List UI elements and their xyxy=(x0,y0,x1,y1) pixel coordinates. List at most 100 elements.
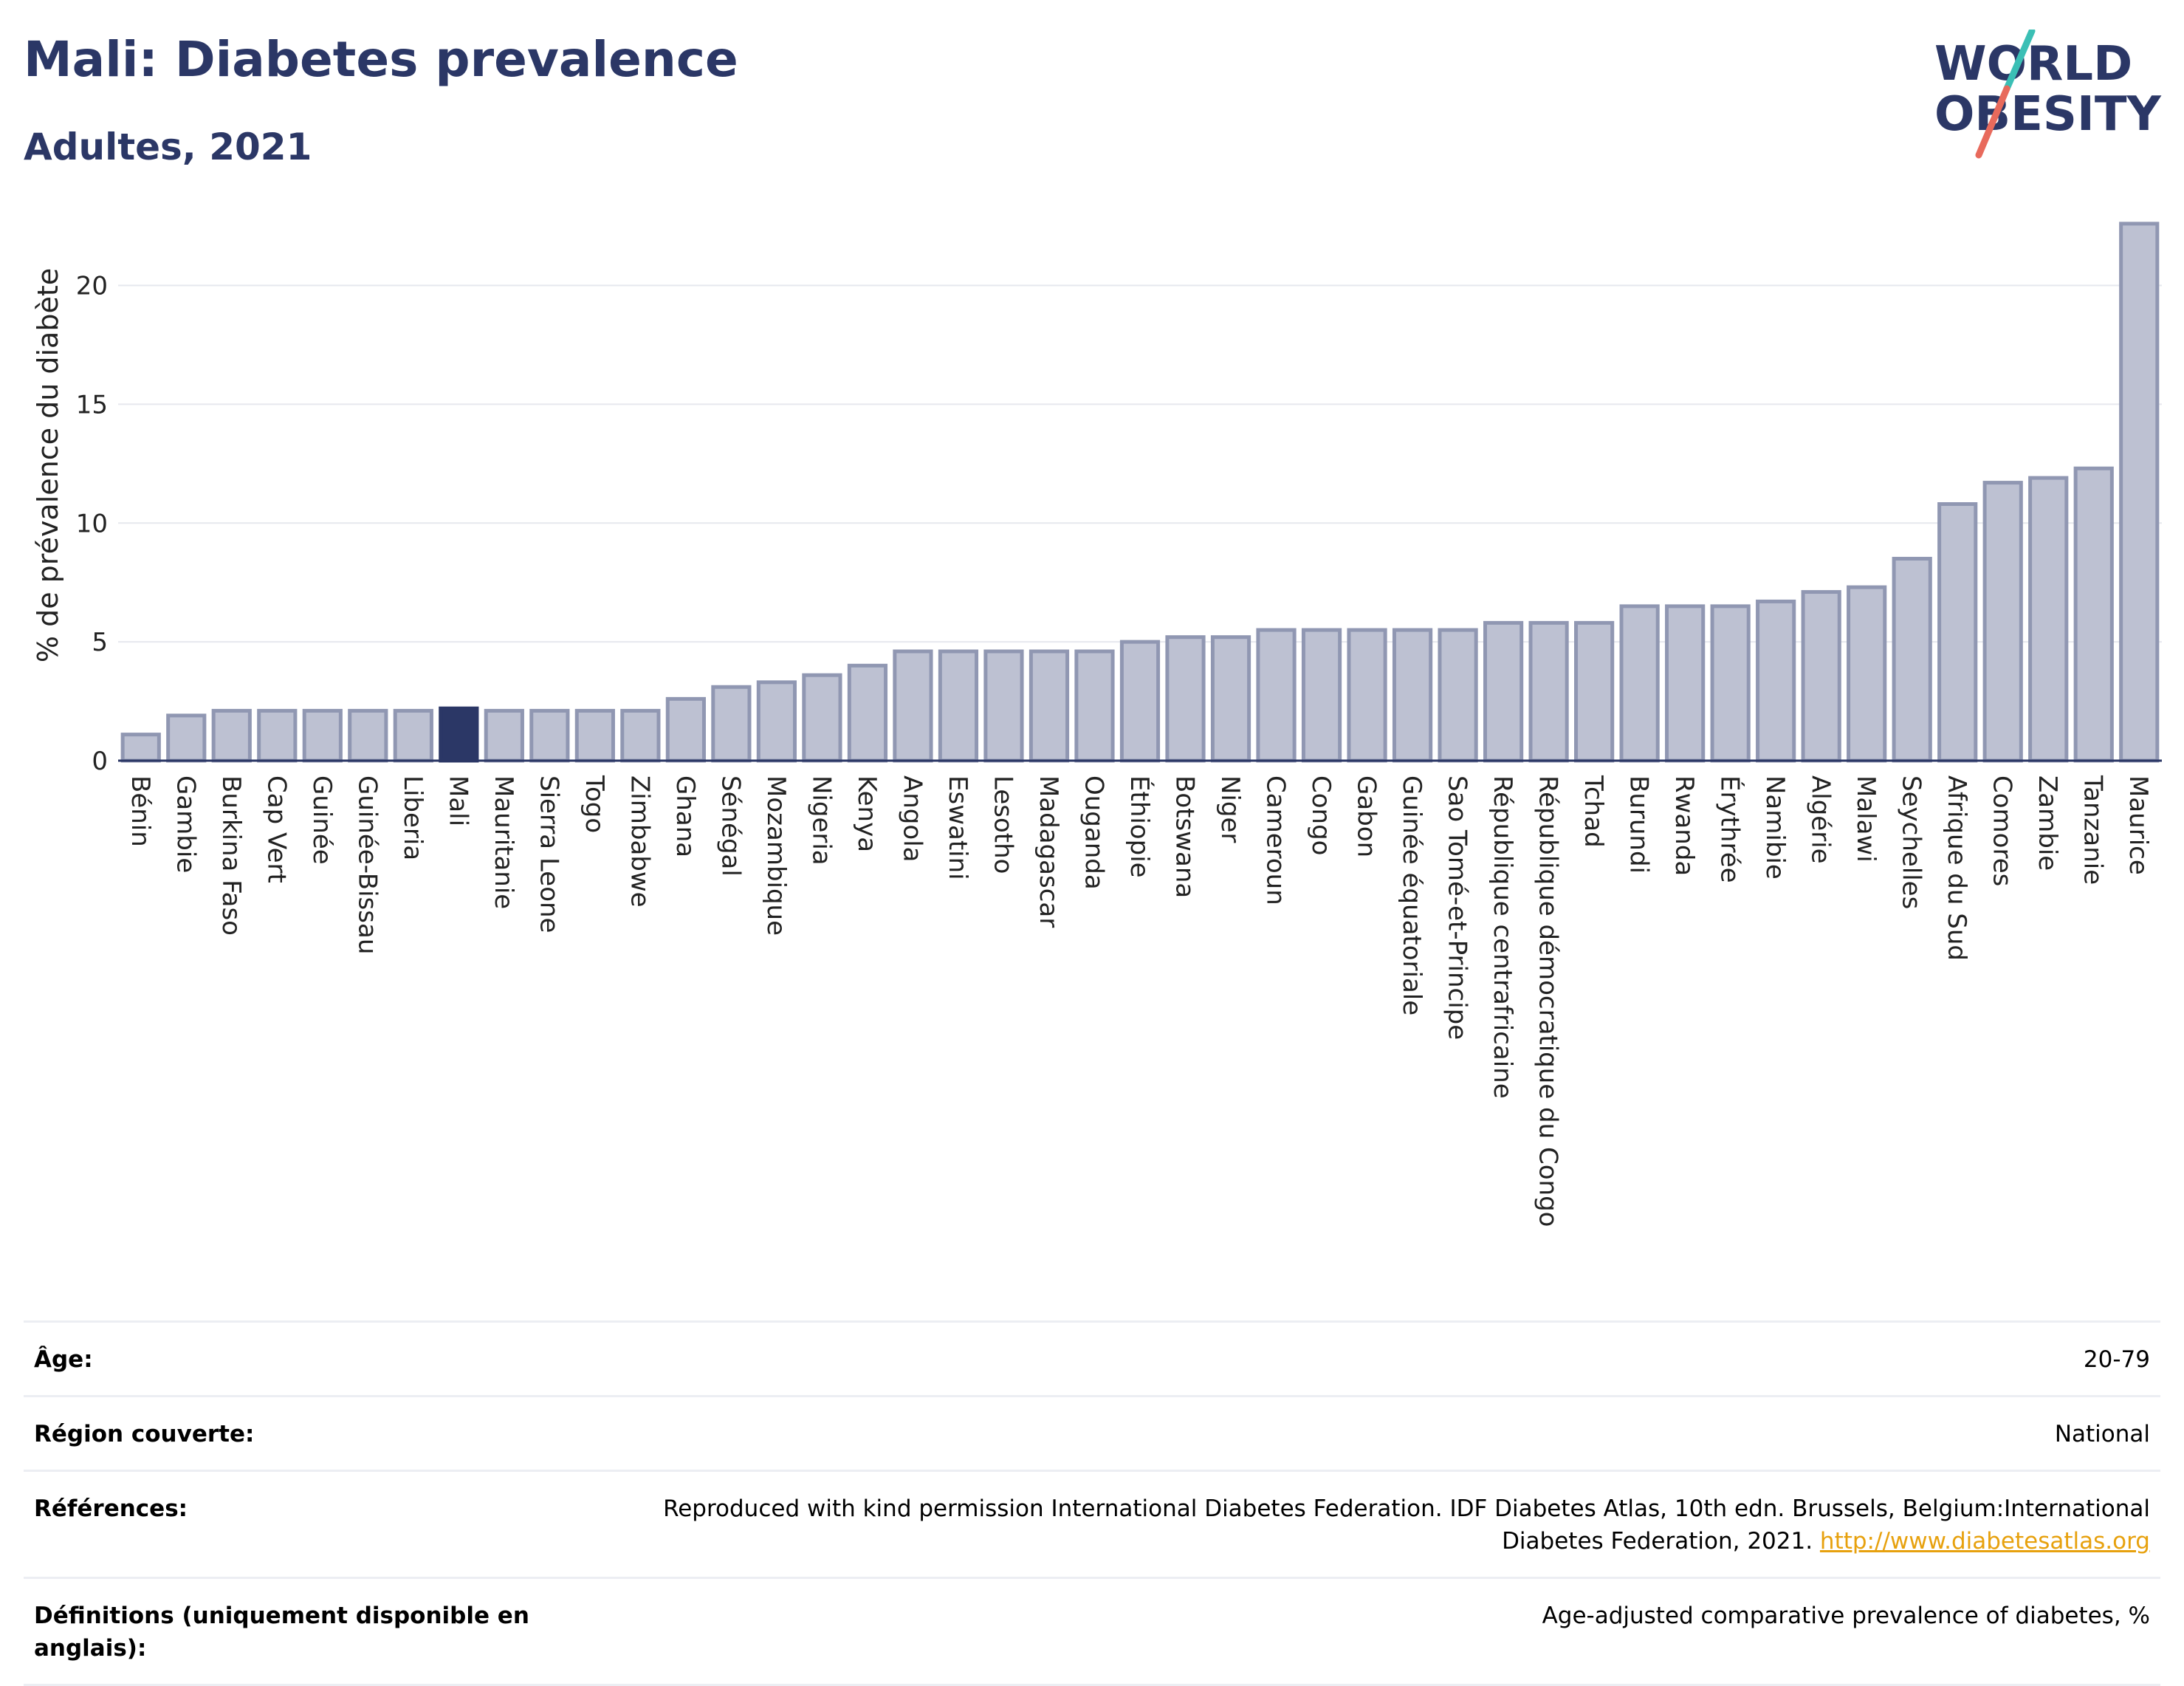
bar-maurice xyxy=(2119,222,2160,763)
meta-row-references: Références: Reproduced with kind permiss… xyxy=(24,1470,2160,1577)
x-tick-label: Sao Tomé-et-Principe xyxy=(1443,775,1472,1040)
meta-row-age: Âge: 20-79 xyxy=(24,1320,2160,1395)
metadata-table: Âge: 20-79 Région couverte: National Réf… xyxy=(24,1320,2160,1686)
x-tick-label: Congo xyxy=(1306,775,1336,855)
x-tick-label: Burkina Faso xyxy=(216,775,246,936)
x-tick-label: Mozambique xyxy=(761,775,791,936)
meta-definitions-label: Définitions (uniquement disponible en an… xyxy=(34,1603,529,1662)
bar-tchad xyxy=(1574,620,1615,763)
x-tick-label: Sierra Leone xyxy=(534,775,563,933)
bar-zambie xyxy=(2028,476,2069,763)
bar-guin-e xyxy=(302,708,343,763)
x-tick-label: Kenya xyxy=(852,775,882,852)
bar-malawi xyxy=(1847,585,1887,763)
references-text: Reproduced with kind permission Internat… xyxy=(663,1495,2150,1555)
y-tick-label: 10 xyxy=(76,509,108,538)
bar-namibie xyxy=(1756,599,1796,763)
x-tick-label: Tchad xyxy=(1579,775,1608,848)
x-tick-label: Ouganda xyxy=(1079,775,1108,890)
bar-mali xyxy=(439,706,479,763)
bar-gabon xyxy=(1347,628,1387,763)
x-tick-label: Cameroun xyxy=(1261,775,1291,905)
bar-alg-rie xyxy=(1801,590,1841,763)
bar-burkina-faso xyxy=(211,708,252,763)
x-tick-label: Nigeria xyxy=(806,775,836,866)
bar-mauritanie xyxy=(484,708,524,763)
bar-congo xyxy=(1301,628,1342,763)
x-tick-label: Eswatini xyxy=(943,775,972,880)
x-tick-label: Liberia xyxy=(398,775,427,860)
y-tick-label: 20 xyxy=(76,272,108,301)
bar-liberia xyxy=(393,708,433,763)
bar-r-publique-d-mocratique-du-congo xyxy=(1528,620,1569,763)
bar-kenya xyxy=(847,663,888,763)
bar-lesotho xyxy=(983,649,1024,763)
y-tick-label: 15 xyxy=(76,390,108,419)
bar-madagascar xyxy=(1029,649,1070,763)
x-tick-label: Madagascar xyxy=(1034,775,1063,928)
x-tick-label: Burundi xyxy=(1624,775,1654,874)
bar--thiopie xyxy=(1119,640,1161,763)
bar-togo xyxy=(574,708,615,763)
x-tick-label: République centrafricaine xyxy=(1488,775,1517,1099)
bar-cap-vert xyxy=(257,708,298,763)
bar-comores xyxy=(1982,481,2023,763)
x-tick-label: Gambie xyxy=(171,775,200,873)
logo-slash-red xyxy=(1975,85,2010,159)
x-tick-label: Botswana xyxy=(1170,775,1200,898)
bar-seychelles xyxy=(1892,557,1932,763)
logo-word-obesity: OBESITY xyxy=(1934,87,2161,142)
bar--rythr-e xyxy=(1710,604,1751,763)
x-tick-label: Niger xyxy=(1215,775,1245,843)
x-tick-label: Guinée équatoriale xyxy=(1397,775,1426,1015)
x-tick-label: Guinée-Bissau xyxy=(352,775,382,954)
bar-ghana xyxy=(665,696,706,763)
bar-afrique-du-sud xyxy=(1937,502,1978,763)
x-tick-label: Mauritanie xyxy=(489,775,518,909)
bar-niger xyxy=(1210,635,1251,763)
x-tick-label: Érythrée xyxy=(1715,775,1745,883)
x-tick-label: Seychelles xyxy=(1897,775,1926,909)
meta-age-label: Âge: xyxy=(34,1346,93,1373)
page-title: Mali: Diabetes prevalence xyxy=(24,31,738,88)
bar-rwanda xyxy=(1665,604,1706,763)
bar-botswana xyxy=(1165,635,1206,763)
x-tick-label: Afrique du Sud xyxy=(1942,775,1971,961)
meta-age-value: 20-79 xyxy=(2083,1346,2150,1373)
bar-sierra-leone xyxy=(529,708,570,763)
x-tick-label: Zimbabwe xyxy=(625,775,654,908)
bar-sao-tom-et-principe xyxy=(1438,628,1478,763)
x-tick-label: Gabon xyxy=(1352,775,1381,857)
x-tick-label: Angola xyxy=(897,775,927,862)
bar-s-n-gal xyxy=(711,685,752,763)
axes: 0 5 10 15 20 Bénin Gambie Burkina Faso Cap Vert G… xyxy=(76,272,2162,1227)
bar-zimbabwe xyxy=(620,708,661,763)
x-tick-label: Zambie xyxy=(2033,775,2062,871)
x-tick-label: Namibie xyxy=(1760,775,1790,880)
y-axis-label: % de prévalence du diabète xyxy=(32,268,64,662)
x-tick-label: Guinée xyxy=(307,775,337,865)
bar-gambie xyxy=(166,713,207,763)
x-tick-label: République démocratique du Congo xyxy=(1534,775,1563,1227)
bars xyxy=(120,222,2160,763)
bar-nigeria xyxy=(802,673,842,763)
x-tick-label: Maurice xyxy=(2123,775,2153,875)
world-obesity-logo: WORLD OBESITY xyxy=(1934,30,2161,159)
bar-tanzanie xyxy=(2073,466,2114,763)
bar-mozambique xyxy=(756,680,797,763)
x-tick-label: Mali xyxy=(443,775,473,826)
references-link[interactable]: http://www.diabetesatlas.org xyxy=(1819,1528,2150,1555)
bar-ouganda xyxy=(1074,649,1115,763)
meta-region-label: Région couverte: xyxy=(34,1421,255,1447)
x-tick-label: Lesotho xyxy=(988,775,1017,874)
y-tick-label: 0 xyxy=(92,747,108,776)
bar-chart: 0 5 10 15 20 Bénin Gambie Burkina Faso Cap Vert G… xyxy=(32,222,2162,1227)
x-tick-label: Comores xyxy=(1988,775,2017,886)
meta-references-value: Reproduced with kind permission Internat… xyxy=(636,1493,2160,1558)
bar-angola xyxy=(893,649,933,763)
bar-guin-e-quatoriale xyxy=(1392,628,1433,763)
bar-eswatini xyxy=(938,649,979,763)
x-tick-label: Algérie xyxy=(1806,775,1836,864)
meta-row-definitions: Définitions (uniquement disponible en an… xyxy=(24,1577,2160,1686)
bar-cameroun xyxy=(1256,628,1297,763)
